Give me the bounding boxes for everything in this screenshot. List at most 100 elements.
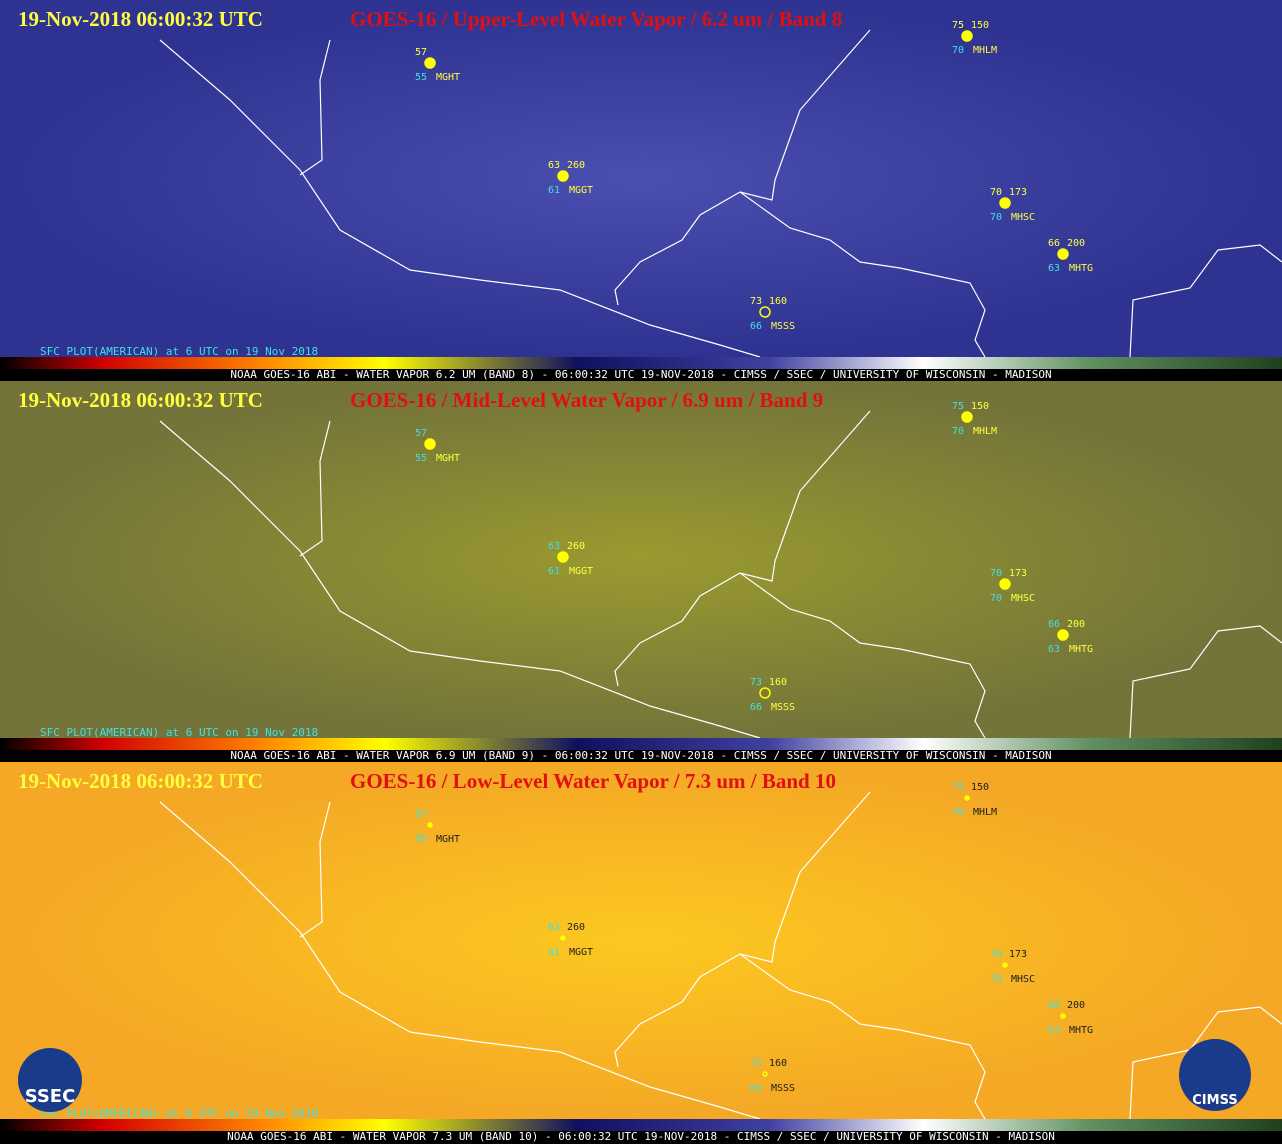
coastline xyxy=(614,572,741,687)
station-id: MHSC xyxy=(1011,974,1035,985)
panel-title: GOES-16 / Mid-Level Water Vapor / 6.9 um… xyxy=(350,388,823,412)
coastline xyxy=(299,801,331,938)
sfc-plot-label: SFC PLOT(AMERICAN) at 6 UTC on 19 Nov 20… xyxy=(40,1107,318,1120)
station-temp: 70 xyxy=(990,568,1002,579)
coastline xyxy=(159,420,761,739)
station-marker xyxy=(759,687,771,699)
coastline xyxy=(739,29,871,201)
station-id: MGHT xyxy=(436,453,460,464)
station-pressure: 200 xyxy=(1067,619,1085,630)
station-temp: 63 xyxy=(548,541,560,552)
station-pressure: 173 xyxy=(1009,949,1027,960)
station-pressure: 173 xyxy=(1009,568,1027,579)
station-dew: 63 xyxy=(1048,644,1060,655)
station-id: MGGT xyxy=(569,185,593,196)
coastline xyxy=(299,39,331,176)
panel: 57 55 MGHT 63 260 61 MGGT 73 160 66 MSSS 75 150 70 MHL… xyxy=(0,0,1282,381)
coastline xyxy=(1129,244,1282,358)
caption-bar xyxy=(0,750,1282,762)
station-pressure: 200 xyxy=(1067,238,1085,249)
color-bar xyxy=(0,1119,1282,1131)
coastline xyxy=(159,39,761,358)
station-pressure: 200 xyxy=(1067,1000,1085,1011)
station-id: MHTG xyxy=(1069,263,1093,274)
station-pressure: 150 xyxy=(971,782,989,793)
station-marker xyxy=(427,822,433,828)
coastline xyxy=(1129,1006,1282,1120)
station-marker xyxy=(1057,629,1069,641)
station-marker xyxy=(762,1071,768,1077)
station-dew: 55 xyxy=(415,834,427,845)
caption-bar xyxy=(0,369,1282,381)
station-dew: 55 xyxy=(415,453,427,464)
station-pressure: 160 xyxy=(769,296,787,307)
station-marker xyxy=(961,30,973,42)
station-marker xyxy=(759,306,771,318)
station-dew: 55 xyxy=(415,72,427,83)
station-temp: 66 xyxy=(1048,619,1060,630)
coastline xyxy=(614,953,741,1068)
station-id: MHTG xyxy=(1069,644,1093,655)
cimss-logo-globe xyxy=(1179,1039,1251,1111)
caption: NOAA GOES-16 ABI - WATER VAPOR 7.3 UM (B… xyxy=(227,1130,1055,1143)
station-temp: 57 xyxy=(415,809,427,820)
color-bar xyxy=(0,357,1282,369)
station-dew: 70 xyxy=(952,426,964,437)
station-temp: 75 xyxy=(952,401,964,412)
coastline xyxy=(159,801,761,1120)
coastline xyxy=(614,191,741,306)
caption: NOAA GOES-16 ABI - WATER VAPOR 6.2 UM (B… xyxy=(230,368,1051,381)
station-marker xyxy=(424,438,436,450)
station-marker xyxy=(964,795,970,801)
coastline xyxy=(739,572,986,739)
station-dew: 70 xyxy=(990,974,1002,985)
station-id: MSSS xyxy=(771,321,795,332)
station-dew: 70 xyxy=(952,45,964,56)
station-id: MHLM xyxy=(973,807,997,818)
coastline xyxy=(739,953,986,1120)
image-background xyxy=(0,762,1282,1119)
caption: NOAA GOES-16 ABI - WATER VAPOR 6.9 UM (B… xyxy=(230,749,1051,762)
coastline xyxy=(1129,625,1282,739)
station-id: MHTG xyxy=(1069,1025,1093,1036)
station-id: MSSS xyxy=(771,1083,795,1094)
logos: SSEC CIMSS xyxy=(18,1039,1251,1112)
panel-title: GOES-16 / Upper-Level Water Vapor / 6.2 … xyxy=(350,7,842,31)
station-temp: 63 xyxy=(548,922,560,933)
color-bar xyxy=(0,738,1282,750)
station-id: MHLM xyxy=(973,45,997,56)
station-id: MGHT xyxy=(436,834,460,845)
station-dew: 66 xyxy=(750,321,762,332)
station-temp: 66 xyxy=(1048,238,1060,249)
station-dew: 66 xyxy=(750,1083,762,1094)
station-pressure: 173 xyxy=(1009,187,1027,198)
station-pressure: 150 xyxy=(971,401,989,412)
sfc-plot-label: SFC PLOT(AMERICAN) at 6 UTC on 19 Nov 20… xyxy=(40,726,318,739)
station-marker xyxy=(557,551,569,563)
station-id: MGHT xyxy=(436,72,460,83)
station-dew: 61 xyxy=(548,566,560,577)
coastline xyxy=(739,191,986,358)
station-pressure: 260 xyxy=(567,160,585,171)
station-temp: 57 xyxy=(415,47,427,58)
ssec-logo: SSEC xyxy=(25,1086,76,1107)
station-marker xyxy=(1002,962,1008,968)
cimss-logo: CIMSS xyxy=(1192,1093,1237,1108)
station-temp: 63 xyxy=(548,160,560,171)
station-dew: 70 xyxy=(990,212,1002,223)
coastline xyxy=(739,791,871,963)
station-dew: 63 xyxy=(1048,263,1060,274)
station-temp: 73 xyxy=(750,1058,762,1069)
panel: 57 55 MGHT 63 260 61 MGGT 73 160 66 MSSS 75 150 70 MHL… xyxy=(0,762,1282,1143)
station-dew: 61 xyxy=(548,185,560,196)
station-temp: 73 xyxy=(750,296,762,307)
station-id: MHLM xyxy=(973,426,997,437)
station-dew: 70 xyxy=(990,593,1002,604)
station-id: MGGT xyxy=(569,947,593,958)
station-temp: 75 xyxy=(952,20,964,31)
station-marker xyxy=(557,170,569,182)
station-pressure: 160 xyxy=(769,1058,787,1069)
station-marker xyxy=(999,578,1011,590)
coastline xyxy=(299,420,331,557)
